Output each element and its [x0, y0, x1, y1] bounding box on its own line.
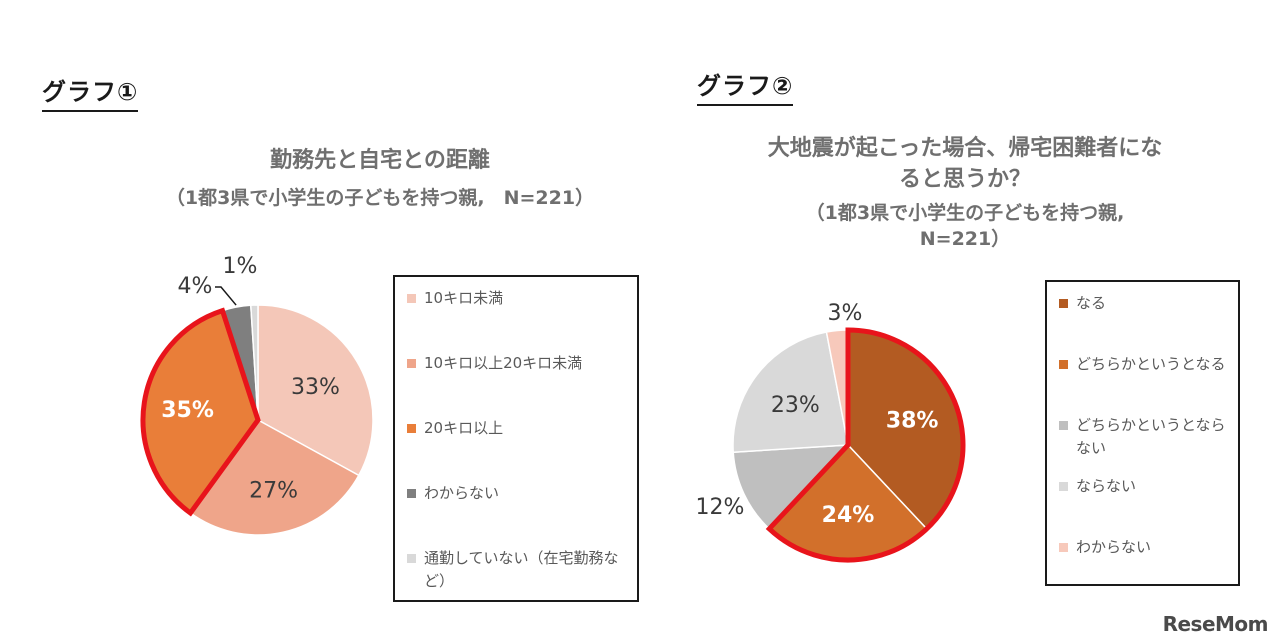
data-label-2: 24% — [822, 503, 875, 528]
legend-swatch — [1059, 360, 1068, 369]
resemom-logo: ReseMom — [1162, 612, 1269, 636]
legend-item: 20キロ以上 — [407, 417, 629, 440]
graph2-title-line1: 大地震が起こった場合、帰宅困難者にな — [767, 136, 1163, 161]
legend-item: わからない — [407, 482, 629, 505]
legend-item: 10キロ以上20キロ未満 — [407, 352, 629, 375]
legend-label: 通勤していない（在宅勤務など） — [424, 549, 619, 590]
data-label-1: 33% — [291, 375, 340, 400]
pie-slice-1 — [257, 304, 374, 477]
legend-swatch — [1059, 482, 1068, 491]
graph1-pie-chart: 33% 27% 35% 4% 1% — [140, 254, 374, 536]
highlight-outline — [765, 327, 966, 563]
graph2-title-line2: ると思うか？ — [898, 166, 1031, 192]
graph1-label: グラフ① — [42, 72, 139, 112]
legend-label: なる — [1076, 294, 1107, 312]
legend-swatch — [407, 489, 416, 498]
graph2-pie-chart: 38% 24% 12% 23% 3% — [696, 301, 966, 563]
legend-swatch — [407, 359, 416, 368]
data-label-3: 35% — [161, 398, 214, 423]
pie-slice-3 — [732, 444, 850, 530]
graph1-title: 勤務先と自宅との距離 — [270, 148, 490, 173]
legend-label: どちらかというとならない — [1076, 416, 1226, 457]
graph2-label: グラフ② — [697, 66, 794, 106]
pie-slice-2 — [189, 419, 360, 536]
pie-slice-4 — [732, 331, 849, 454]
graph2-title-block: 大地震が起こった場合、帰宅困難者にな ると思うか？ （1都3県で小学生の子どもを… — [700, 134, 1230, 253]
leader-line — [215, 286, 237, 306]
data-label-4: 23% — [771, 393, 820, 418]
data-label-5: 1% — [223, 254, 258, 279]
graph2-subtitle-line1: （1都3県で小学生の子どもを持つ親, — [805, 201, 1125, 224]
legend-label: ならない — [1076, 477, 1137, 495]
legend-label: 10キロ以上20キロ未満 — [424, 354, 583, 372]
legend-swatch — [1059, 543, 1068, 552]
legend-item: なる — [1059, 292, 1230, 315]
legend-swatch — [1059, 421, 1068, 430]
legend-label: わからない — [1076, 538, 1152, 556]
legend-item: わからない — [1059, 536, 1230, 559]
highlight-outline — [140, 307, 261, 517]
data-label-1: 38% — [886, 409, 939, 434]
graph1-subtitle: （1都3県で小学生の子どもを持つ親, N=221） — [165, 186, 595, 209]
legend-label: どちらかというとなる — [1076, 355, 1226, 373]
legend-swatch — [407, 294, 416, 303]
legend-label: 20キロ以上 — [424, 419, 504, 437]
legend-item: どちらかというとなる — [1059, 353, 1230, 376]
graph1-title-block: 勤務先と自宅との距離 （1都3県で小学生の子どもを持つ親, N=221） — [130, 146, 630, 211]
data-label-2: 27% — [249, 479, 298, 504]
legend-swatch — [407, 424, 416, 433]
data-label-4: 4% — [178, 274, 213, 299]
graph2-legend: なるどちらかというとなるどちらかというとならないならないわからない — [1045, 280, 1240, 586]
legend-item: どちらかというとならない — [1059, 414, 1230, 460]
legend-item: 通勤していない（在宅勤務など） — [407, 547, 629, 593]
graph2-subtitle-line2: N=221） — [919, 228, 1011, 251]
pie-slice-5 — [249, 304, 259, 421]
legend-swatch — [407, 554, 416, 563]
legend-item: ならない — [1059, 475, 1230, 498]
legend-swatch — [1059, 299, 1068, 308]
graph1-legend: 10キロ未満 10キロ以上20キロ未満 20キロ以上 わからない通勤していない（在宅勤… — [393, 275, 639, 602]
legend-item: 10キロ未満 — [407, 287, 629, 310]
legend-label: わからない — [424, 484, 500, 502]
data-label-3: 12% — [696, 495, 745, 520]
legend-label: 10キロ未満 — [424, 289, 504, 307]
data-label-5: 3% — [828, 301, 863, 326]
